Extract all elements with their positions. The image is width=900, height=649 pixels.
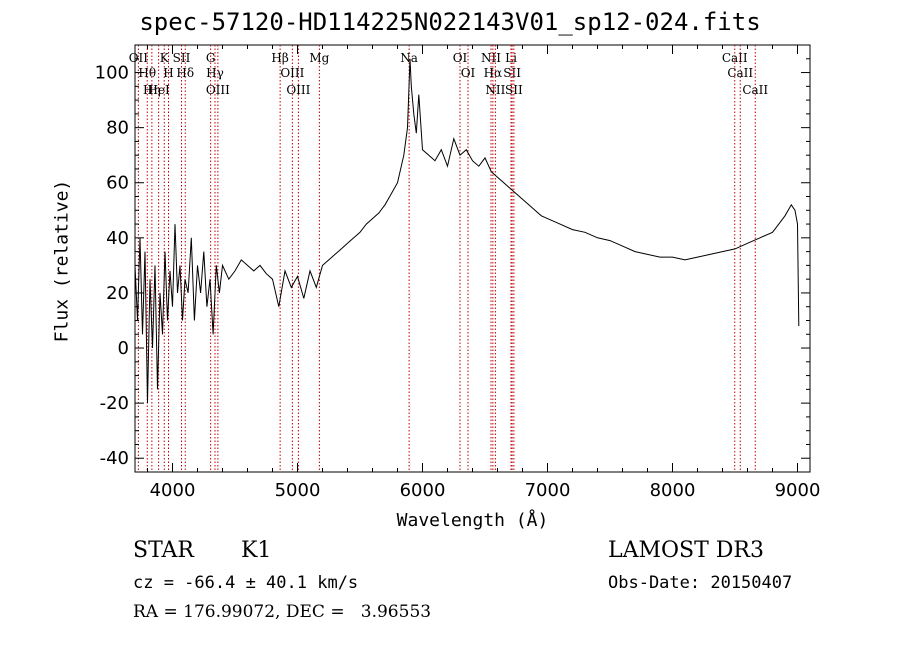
line-marker-label: Hγ bbox=[206, 66, 224, 80]
line-marker-label: CaII bbox=[742, 83, 768, 97]
plot-frame bbox=[134, 44, 811, 473]
line-marker-label: OI bbox=[453, 51, 468, 65]
line-marker-label: OII bbox=[129, 51, 149, 65]
chart-title: spec-57120-HD114225N022143V01_sp12-024.f… bbox=[139, 8, 761, 36]
x-tick-label: 7000 bbox=[525, 480, 571, 501]
y-tick-label: 20 bbox=[106, 283, 129, 304]
line-marker-label: OIII bbox=[280, 66, 304, 80]
spectrum-series bbox=[134, 58, 800, 404]
line-marker-label: SII bbox=[173, 51, 191, 65]
line-marker-label: Hδ bbox=[176, 66, 194, 80]
line-marker-label: NII bbox=[485, 83, 505, 97]
y-tick-label: 80 bbox=[106, 118, 129, 139]
line-marker-label: SII bbox=[505, 83, 523, 97]
line-marker-label: Li bbox=[505, 51, 517, 65]
line-marker-label: K bbox=[160, 51, 170, 65]
line-marker-label: CaII bbox=[722, 51, 748, 65]
survey-name: LAMOST DR3 bbox=[608, 538, 764, 563]
line-marker-label: Mg bbox=[309, 51, 329, 65]
x-tick-label: 9000 bbox=[775, 480, 821, 501]
redshift-info: cz = -66.4 ± 40.1 km/s bbox=[133, 573, 359, 593]
y-tick-label: -40 bbox=[100, 448, 129, 469]
line-marker-label: NII bbox=[481, 51, 501, 65]
line-marker-label: Na bbox=[400, 51, 418, 65]
x-axis-label: Wavelength (Å) bbox=[396, 510, 549, 531]
observation-date: Obs-Date: 20150407 bbox=[608, 573, 793, 593]
y-tick-label: 60 bbox=[106, 173, 129, 194]
line-marker-label: H bbox=[163, 66, 173, 80]
line-marker-label: Hα bbox=[484, 66, 503, 80]
line-marker-label: HeI bbox=[147, 83, 170, 97]
line-marker-label: Hη bbox=[143, 83, 161, 97]
line-marker-label: CaII bbox=[727, 66, 753, 80]
object-subclass: K1 bbox=[241, 538, 272, 563]
line-marker-label: G bbox=[206, 51, 216, 65]
y-tick-label: 100 bbox=[95, 63, 129, 84]
y-tick-label: 40 bbox=[106, 228, 129, 249]
object-class: STAR bbox=[133, 538, 194, 563]
line-marker-label: OIII bbox=[286, 83, 310, 97]
y-tick-label: -20 bbox=[100, 393, 129, 414]
y-tick-label: 0 bbox=[118, 338, 129, 359]
coordinates: RA = 176.99072, DEC = 3.96553 bbox=[133, 602, 432, 622]
y-axis-label: Flux (relative) bbox=[51, 179, 73, 343]
x-tick-label: 4000 bbox=[150, 480, 196, 501]
x-tick-label: 6000 bbox=[400, 480, 446, 501]
x-tick-label: 8000 bbox=[650, 480, 696, 501]
axes: 4000 5000 6000 7000 8000 9000 -40 -20 0 20 40 60 80 1… bbox=[95, 44, 821, 501]
line-marker-label: OI bbox=[461, 66, 476, 80]
line-marker-label: SII bbox=[503, 66, 521, 80]
line-marker-label: OIII bbox=[206, 83, 230, 97]
spectrum-line bbox=[134, 58, 800, 404]
x-tick-label: 5000 bbox=[275, 480, 321, 501]
line-marker-label: Hβ bbox=[271, 51, 288, 65]
